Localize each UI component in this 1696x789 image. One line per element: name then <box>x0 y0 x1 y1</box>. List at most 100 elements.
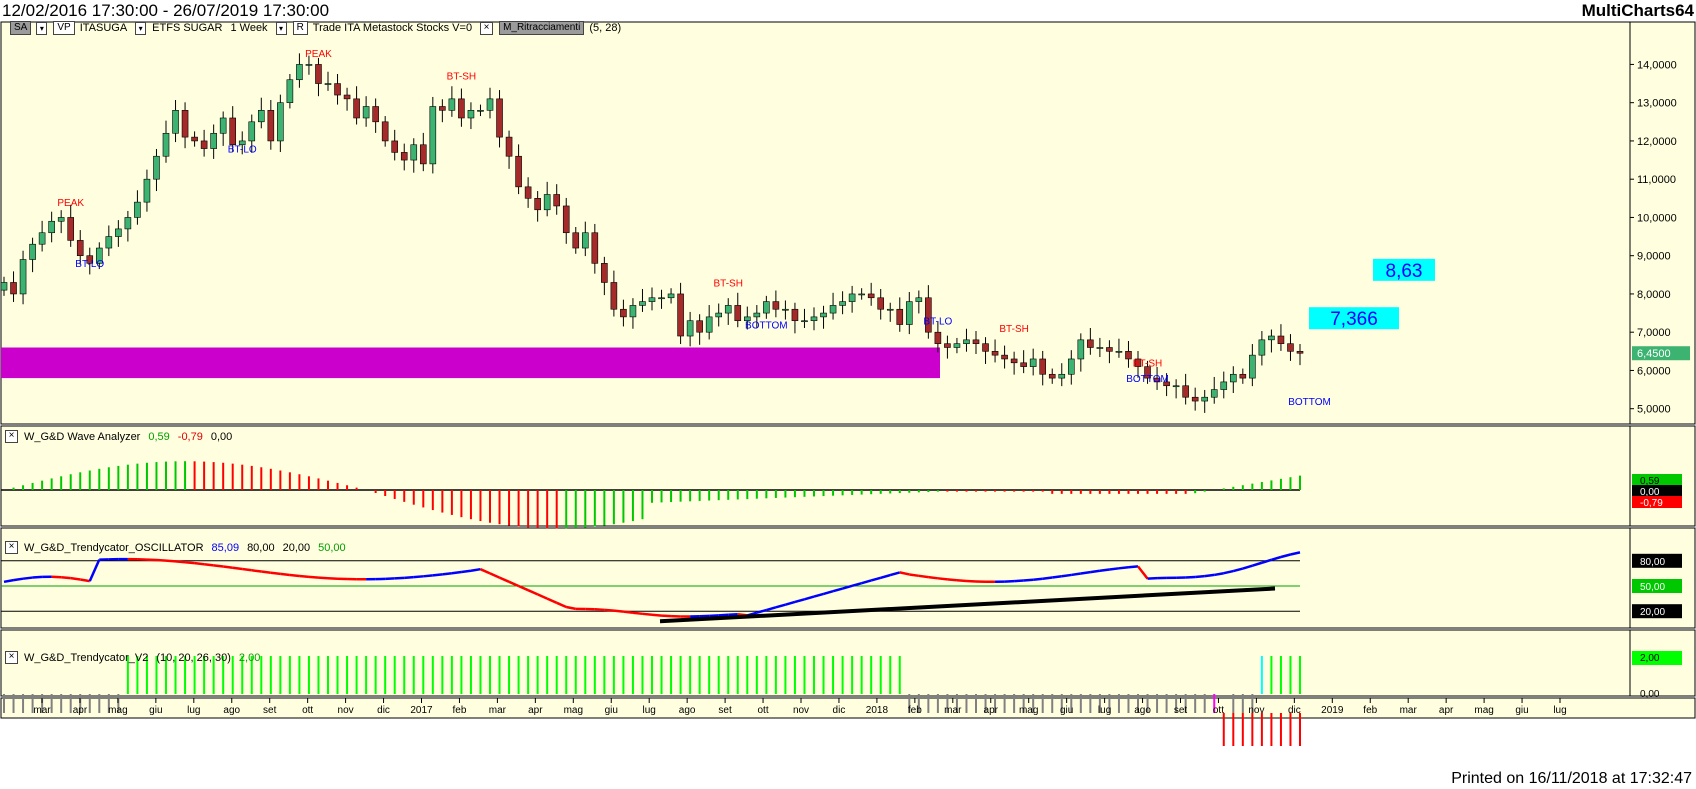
candle-body <box>210 132 217 149</box>
price-band-label: 8,63 <box>1386 261 1423 282</box>
time-tick-label: set <box>263 705 277 716</box>
osc-segment <box>651 613 662 617</box>
osc-segment <box>623 610 634 614</box>
candle-body <box>1039 358 1047 375</box>
price-tick-label: 8,0000 <box>1637 289 1671 301</box>
osc-segment <box>194 561 205 566</box>
candle-body <box>134 201 141 218</box>
close-wave-icon[interactable]: × <box>5 430 18 443</box>
candle-body <box>591 232 599 264</box>
candle-body <box>677 293 684 337</box>
time-tick-label: set <box>1174 705 1188 716</box>
candle-body <box>496 98 503 138</box>
candle-body <box>429 106 437 165</box>
symbol-dropdown-icon[interactable]: ▾ <box>135 21 147 35</box>
close-osc-icon[interactable]: × <box>5 541 18 554</box>
osc-segment <box>775 603 786 609</box>
osc-segment <box>1204 573 1215 578</box>
osc-segment <box>804 595 815 601</box>
osc-segment <box>1214 571 1224 577</box>
candle-body <box>772 301 780 310</box>
vp-button[interactable]: VP <box>53 21 75 35</box>
candle-body <box>191 136 198 142</box>
wave-value-2: -0,79 <box>177 430 203 443</box>
candle-body <box>29 243 36 260</box>
candle-body <box>915 297 923 302</box>
time-tick-label: nov <box>1248 705 1264 716</box>
osc-name: W_G&D_Trendycator_OSCILLATOR <box>24 541 204 554</box>
osc-segment <box>594 608 605 612</box>
time-tick-label: mar <box>33 705 51 716</box>
candle-body <box>1125 351 1132 360</box>
time-tick-label: apr <box>73 705 88 716</box>
candle-body <box>305 64 313 66</box>
candle-body <box>1258 339 1266 356</box>
candle-body <box>1182 385 1189 398</box>
chart-annotation: BT-SH <box>1133 359 1162 370</box>
close-v2-icon[interactable]: × <box>5 651 18 664</box>
time-tick-label: mag <box>1474 705 1493 716</box>
candle-body <box>810 316 818 322</box>
study-name[interactable]: M_Ritracciamenti <box>499 21 585 35</box>
price-tick-label: 9,0000 <box>1637 251 1671 263</box>
sa-button[interactable]: SA <box>10 21 32 35</box>
osc-segment <box>613 609 624 613</box>
candle-body <box>1191 396 1199 402</box>
candle-body <box>1001 354 1008 360</box>
candle-body <box>143 178 151 203</box>
osc-segment <box>223 565 233 570</box>
osc-segment <box>1280 553 1291 559</box>
price-tick-label: 10,0000 <box>1637 212 1677 224</box>
osc-segment <box>785 600 796 606</box>
candle-body <box>1077 339 1085 360</box>
price-tick-label: 6,0000 <box>1637 365 1671 377</box>
time-tick-label: ott <box>757 705 768 716</box>
osc-segment <box>909 573 920 578</box>
candle-body <box>925 297 932 333</box>
chart-annotation: BOTTOM <box>1288 397 1331 408</box>
osc-segment <box>308 575 319 579</box>
price-tick-label: 13,0000 <box>1637 98 1677 110</box>
osc-segment <box>546 597 558 604</box>
time-tick-label: apr <box>1439 705 1454 716</box>
candle-body <box>153 155 160 180</box>
candle-body <box>324 83 332 85</box>
osc-segment <box>1128 565 1139 569</box>
osc-segment <box>832 587 843 593</box>
candle-body <box>953 343 961 348</box>
candle-body <box>353 98 360 119</box>
close-study-icon[interactable]: × <box>480 21 494 35</box>
r-button[interactable]: R <box>292 21 308 35</box>
time-tick-label: feb <box>452 705 466 716</box>
candle-body <box>944 343 951 348</box>
chart-annotation: BT-LO <box>75 259 104 270</box>
time-tick-label: mag <box>108 705 127 716</box>
retracement-zone <box>1 347 940 379</box>
osc-segment <box>432 573 443 577</box>
candle-body <box>10 282 17 295</box>
osc-value-1: 85,09 <box>211 541 240 554</box>
candle-body <box>439 106 446 111</box>
v2-legend: × W_G&D_Trendycator_V2 (10, 20, 26, 30) … <box>5 651 268 664</box>
candle-body <box>1029 358 1037 367</box>
candle-body <box>963 339 970 344</box>
app-title: MultiCharts64 <box>1581 1 1694 20</box>
candle-body <box>1210 389 1218 398</box>
osc-segment <box>3 578 14 584</box>
candle-body <box>1172 385 1180 388</box>
osc-segment <box>1232 567 1244 573</box>
candle-body <box>896 308 904 325</box>
price-tick-label: 14,0000 <box>1637 59 1677 71</box>
osc-segment <box>70 576 81 581</box>
candle-body <box>553 194 561 207</box>
chart-annotation: PEAK <box>305 49 332 60</box>
osc-segment <box>1042 576 1053 580</box>
price-tick-label: 7,0000 <box>1637 327 1671 339</box>
osc-segment <box>1195 574 1205 579</box>
sa-dropdown-icon[interactable]: ▾ <box>36 21 48 35</box>
candle-body <box>1067 358 1075 375</box>
interval-dropdown-icon[interactable]: ▾ <box>275 21 287 35</box>
osc-axis-tag <box>1632 553 1682 568</box>
time-tick-label: set <box>718 705 732 716</box>
osc-segment <box>880 573 891 579</box>
